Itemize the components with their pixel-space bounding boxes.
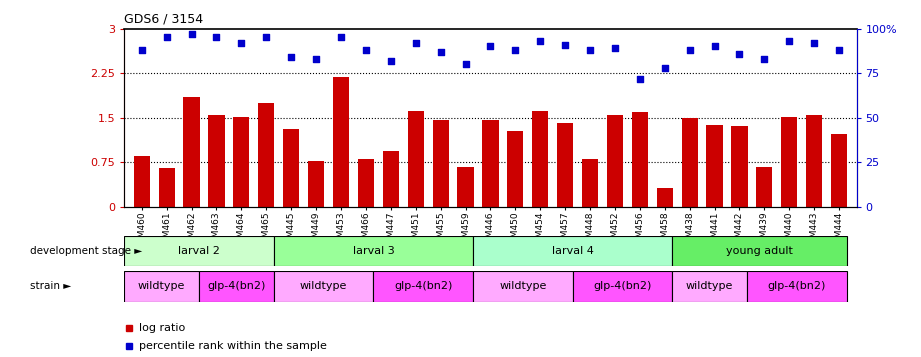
Point [159, 35, 174, 40]
Bar [383, 151, 399, 207]
Point [458, 61, 472, 67]
Bar [657, 188, 673, 207]
Bar [473, 271, 573, 302]
Text: strain ►: strain ► [29, 281, 71, 292]
Point [284, 54, 298, 60]
Text: larval 2: larval 2 [178, 246, 220, 256]
Point [682, 47, 697, 53]
Text: larval 4: larval 4 [552, 246, 593, 256]
Bar [258, 103, 274, 207]
Text: glp-4(bn2): glp-4(bn2) [767, 281, 826, 292]
Point [209, 35, 224, 40]
Point [757, 56, 772, 62]
Point [608, 45, 623, 51]
Bar [358, 160, 374, 207]
Bar [433, 120, 449, 207]
Text: larval 3: larval 3 [353, 246, 394, 256]
Point [358, 47, 373, 53]
Text: young adult: young adult [726, 246, 793, 256]
Point [533, 38, 548, 44]
Bar [806, 115, 822, 207]
Bar [458, 167, 473, 207]
Point [782, 38, 797, 44]
Point [383, 58, 398, 64]
Text: wildtype: wildtype [300, 281, 347, 292]
Text: development stage ►: development stage ► [29, 246, 142, 256]
Text: percentile rank within the sample: percentile rank within the sample [138, 341, 326, 351]
Bar [557, 122, 573, 207]
Point [583, 47, 598, 53]
Bar [332, 77, 349, 207]
Bar [706, 125, 723, 207]
Bar [208, 115, 225, 207]
Bar [582, 160, 598, 207]
Text: wildtype: wildtype [686, 281, 733, 292]
Bar [183, 97, 200, 207]
Bar [158, 169, 175, 207]
Bar [682, 118, 698, 207]
Bar [233, 117, 250, 207]
Text: GDS6 / 3154: GDS6 / 3154 [124, 12, 204, 26]
Bar [672, 236, 846, 266]
Text: glp-4(bn2): glp-4(bn2) [593, 281, 652, 292]
Bar [373, 271, 473, 302]
Bar [781, 117, 798, 207]
Point [259, 35, 274, 40]
Bar [134, 156, 150, 207]
Text: wildtype: wildtype [499, 281, 546, 292]
Bar [573, 271, 672, 302]
Point [333, 35, 348, 40]
Bar [274, 236, 473, 266]
Text: wildtype: wildtype [138, 281, 185, 292]
Point [408, 40, 423, 46]
Text: log ratio: log ratio [138, 323, 185, 333]
Bar [672, 271, 747, 302]
Bar [199, 271, 274, 302]
Bar [831, 135, 847, 207]
Point [807, 40, 822, 46]
Point [184, 31, 199, 37]
Point [732, 51, 747, 56]
Point [134, 47, 149, 53]
Bar [731, 126, 748, 207]
Point [658, 65, 672, 71]
Point [707, 44, 722, 49]
Point [508, 47, 523, 53]
Bar [473, 236, 672, 266]
Bar [756, 167, 773, 207]
Bar [607, 115, 623, 207]
Point [309, 56, 323, 62]
Bar [747, 271, 846, 302]
Point [558, 42, 573, 47]
Bar [274, 271, 373, 302]
Text: glp-4(bn2): glp-4(bn2) [207, 281, 265, 292]
Bar [283, 129, 299, 207]
Bar [124, 236, 274, 266]
Bar [632, 112, 648, 207]
Text: glp-4(bn2): glp-4(bn2) [394, 281, 452, 292]
Point [433, 49, 448, 55]
Bar [507, 131, 523, 207]
Bar [124, 271, 199, 302]
Bar [308, 161, 324, 207]
Bar [532, 111, 548, 207]
Point [633, 76, 647, 81]
Bar [483, 120, 498, 207]
Point [484, 44, 498, 49]
Point [234, 40, 249, 46]
Point [832, 47, 846, 53]
Bar [408, 111, 424, 207]
